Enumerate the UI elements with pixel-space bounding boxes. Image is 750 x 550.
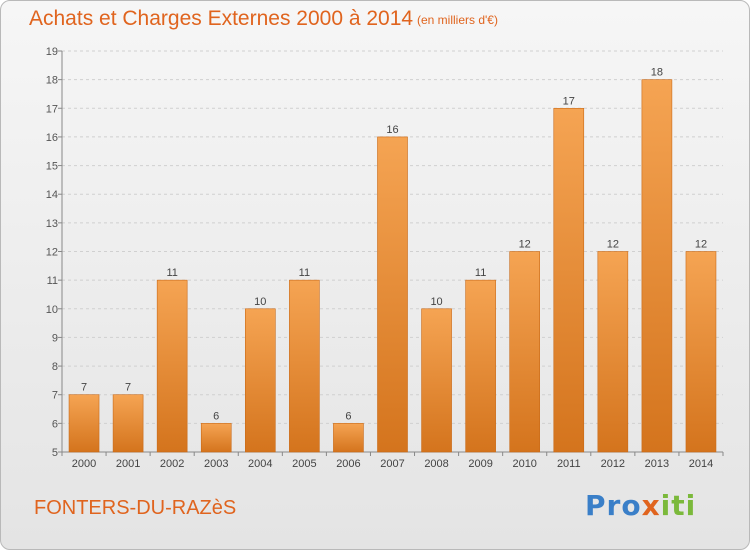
logo-part-2: x	[641, 489, 661, 522]
bar	[465, 279, 496, 453]
bar	[289, 279, 320, 453]
x-tick-label: 2000	[72, 458, 96, 470]
x-tick-label: 2003	[204, 458, 228, 470]
bar-value-label: 6	[213, 410, 219, 422]
y-tick-label: 5	[52, 447, 58, 459]
y-tick-label: 14	[46, 189, 58, 201]
y-tick-label: 13	[46, 218, 58, 230]
x-tick-label: 2010	[512, 458, 536, 470]
x-tick-label: 2004	[248, 458, 272, 470]
bar-value-label: 7	[81, 382, 87, 394]
bar	[421, 308, 452, 453]
bar-value-label: 7	[125, 382, 131, 394]
bar-value-label: 16	[386, 124, 398, 136]
bar	[200, 423, 232, 453]
commune-name: FONTERS-DU-RAZèS	[34, 497, 237, 519]
y-tick-label: 9	[52, 332, 58, 344]
bars	[68, 79, 717, 453]
x-tick-label: 2012	[601, 458, 625, 470]
chart-title: Achats et Charges Externes 2000 à 2014	[29, 7, 414, 30]
logo-part-1: Pro	[585, 489, 642, 522]
y-tick-label: 7	[52, 390, 58, 402]
y-tick-label: 18	[46, 75, 58, 87]
bar-value-label: 17	[563, 95, 575, 107]
x-tick-label: 2005	[292, 458, 316, 470]
y-tick-label: 8	[52, 361, 58, 373]
x-tick-label: 2014	[689, 458, 713, 470]
labels: 5 6 7 8 9 10 11 12 13 14 15 16 17 18 19 7 2000 7 2001 11 200…	[46, 46, 713, 470]
logo-part-3: iti	[660, 489, 697, 522]
x-tick-label: 2008	[424, 458, 448, 470]
x-tick-label: 2001	[116, 458, 140, 470]
bar-value-label: 10	[430, 296, 442, 308]
bar	[597, 251, 629, 453]
x-tick-label: 2009	[468, 458, 492, 470]
chart-unit: (en milliers d'€)	[417, 13, 498, 27]
x-tick-label: 2011	[557, 458, 581, 470]
x-tick-label: 2013	[645, 458, 669, 470]
bar-value-label: 10	[254, 296, 266, 308]
y-tick-label: 16	[46, 132, 58, 144]
y-tick-label: 15	[46, 161, 58, 173]
x-tick-label: 2007	[380, 458, 404, 470]
bar	[553, 107, 585, 453]
bar	[156, 279, 188, 453]
bar-value-label: 12	[519, 239, 531, 251]
y-tick-label: 12	[46, 247, 58, 259]
bar	[245, 308, 276, 453]
bar-value-label: 12	[607, 239, 619, 251]
bar-value-label: 12	[695, 239, 707, 251]
bar	[509, 251, 541, 453]
bar	[112, 394, 144, 453]
y-tick-label: 17	[46, 103, 58, 115]
proxiti-logo[interactable]: Proxiti	[585, 489, 696, 522]
bar	[685, 251, 717, 453]
bar	[68, 394, 100, 453]
bar-value-label: 11	[299, 267, 310, 279]
bar	[333, 423, 364, 453]
bar	[377, 136, 408, 453]
y-tick-label: 6	[52, 418, 58, 430]
x-tick-label: 2006	[336, 458, 360, 470]
bar-value-label: 6	[345, 410, 351, 422]
bar-value-label: 11	[475, 267, 486, 279]
y-tick-label: 19	[46, 46, 58, 58]
bar	[641, 79, 673, 453]
y-tick-label: 11	[47, 275, 58, 287]
bar-value-label: 18	[651, 67, 663, 79]
y-tick-label: 10	[46, 304, 58, 316]
x-tick-label: 2002	[160, 458, 184, 470]
bar-value-label: 11	[166, 267, 177, 279]
